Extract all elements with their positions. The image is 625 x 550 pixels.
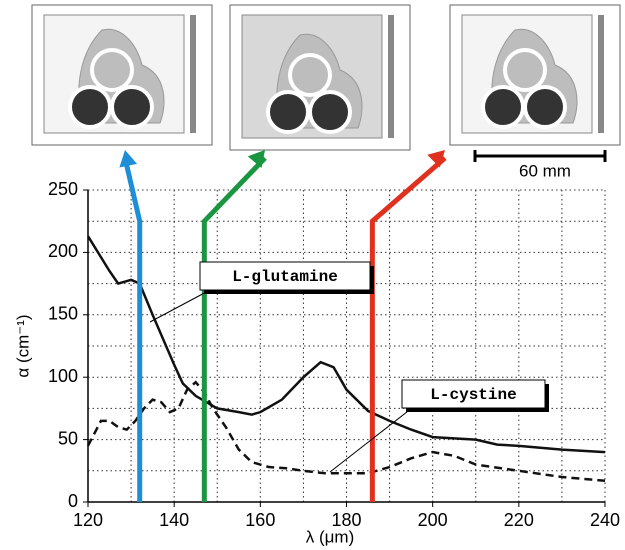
y-tick-label: 150 [48,304,78,324]
inset-ring [503,48,547,92]
x-tick-label: 220 [504,510,534,530]
x-axis-label: λ (μm) [306,527,355,546]
arrow-head [247,150,265,169]
y-tick-label: 200 [48,241,78,261]
inset-blob [269,93,307,131]
label-leader [149,289,211,323]
y-tick-label: 250 [48,179,78,199]
scale-bar-label: 60 mm [519,161,571,180]
arrow [369,156,447,502]
label-box [401,379,546,409]
inset-blob [71,88,109,126]
series-label: L-glutamine [232,268,338,286]
x-tick-label: 120 [73,510,103,530]
inset-ring [308,90,352,134]
inset-blob [311,93,349,131]
y-tick-label: 100 [48,366,78,386]
arrow [201,156,267,502]
label-box [199,261,371,291]
inset-colorbar [598,15,604,133]
inset-ring [288,53,332,97]
series-line [86,235,606,454]
arrow [122,157,143,502]
x-tick-label: 180 [331,510,361,530]
inset-image [449,4,621,146]
y-tick-label: 50 [58,428,78,448]
label-leader [329,407,413,473]
inset-ring [90,48,134,92]
x-tick-label: 200 [418,510,448,530]
inset-blob [113,88,151,126]
inset-colorbar [388,15,394,138]
x-tick-label: 160 [245,510,275,530]
inset-image [31,4,213,146]
inset-blob [484,88,522,126]
y-tick-label: 0 [68,491,78,511]
x-tick-label: 240 [590,510,620,530]
inset-ring [110,85,154,129]
arrow-head [119,150,138,168]
series-label: L-cystine [430,386,516,404]
x-tick-label: 140 [159,510,189,530]
inset-ring [523,85,567,129]
arrow-head [427,150,445,168]
series-line [86,380,606,483]
inset-image [229,4,411,151]
y-axis-label: α (cm⁻¹) [13,314,32,377]
inset-colorbar [190,15,196,133]
inset-blob [526,88,564,126]
